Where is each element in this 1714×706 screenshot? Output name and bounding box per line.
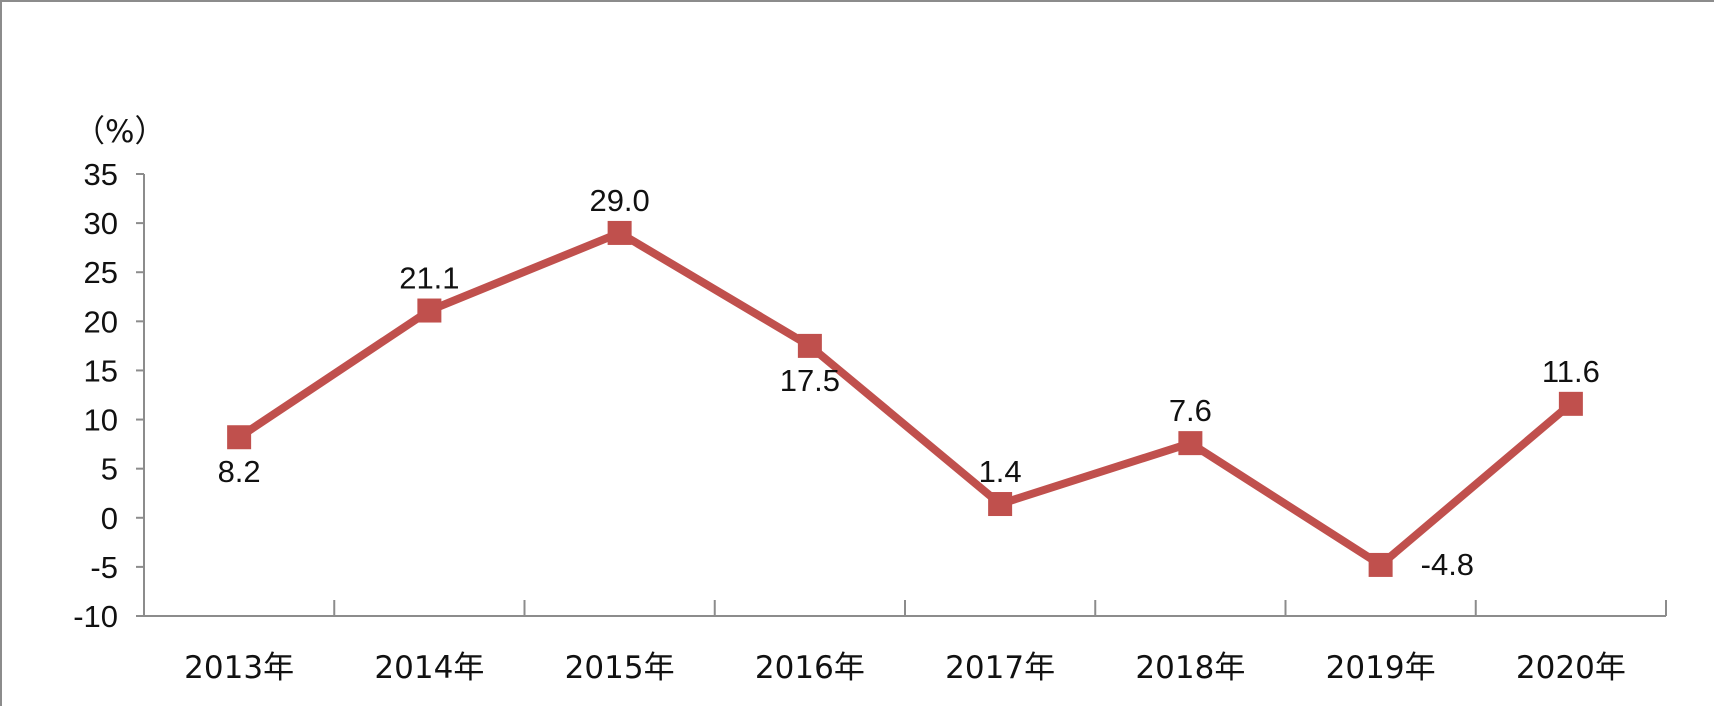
- y-tick-label: 5: [101, 452, 118, 487]
- data-labels: 8.2 21.1 29.0 17.5 1.4 7.6 -4.8 11.6: [218, 183, 1600, 582]
- y-tick-label: 35: [84, 157, 118, 192]
- y-tick-label: 30: [84, 206, 118, 241]
- y-tick-label: -5: [90, 550, 118, 585]
- data-point-marker: [1558, 391, 1583, 416]
- data-label: 1.4: [979, 454, 1022, 489]
- data-label: 21.1: [399, 261, 459, 296]
- data-point-marker: [988, 492, 1013, 517]
- y-tick-label: 0: [101, 501, 118, 536]
- data-label: 11.6: [1542, 354, 1600, 389]
- x-tick-label: 2016年: [755, 650, 865, 686]
- data-point-marker: [417, 298, 442, 323]
- x-tick-label: 2020年: [1516, 650, 1626, 686]
- y-tick-label: -10: [73, 599, 118, 634]
- y-tick-label: 20: [84, 304, 118, 339]
- y-unit-label: （%）: [74, 114, 165, 150]
- x-tick-label: 2013年: [184, 650, 294, 686]
- y-tick-label: 25: [84, 255, 118, 290]
- y-tick-label: 15: [84, 353, 118, 388]
- x-tick-label: 2015年: [565, 650, 675, 686]
- data-label: -4.8: [1421, 547, 1474, 582]
- data-label: 8.2: [218, 454, 261, 489]
- y-tick-label: 10: [84, 403, 118, 438]
- data-point-marker: [607, 220, 632, 245]
- data-label: 7.6: [1169, 393, 1212, 428]
- data-point-marker: [1368, 552, 1393, 577]
- data-series: [227, 220, 1583, 577]
- x-tick-label: 2014年: [374, 650, 484, 686]
- x-tick-label: 2019年: [1326, 650, 1436, 686]
- data-label: 17.5: [780, 363, 840, 398]
- data-label: 29.0: [589, 183, 649, 218]
- data-point-marker: [797, 333, 822, 358]
- x-axis: 2013年 2014年 2015年 2016年 2017年 2018年 2019年 2020年: [144, 600, 1667, 686]
- y-axis: 35 30 25 20 15 10 5 0 -5 -10: [73, 157, 145, 634]
- x-tick-label: 2017年: [945, 650, 1055, 686]
- x-tick-label: 2018年: [1135, 650, 1245, 686]
- data-point-marker: [227, 425, 252, 450]
- series-line: [236, 228, 1574, 569]
- data-point-marker: [1178, 431, 1203, 456]
